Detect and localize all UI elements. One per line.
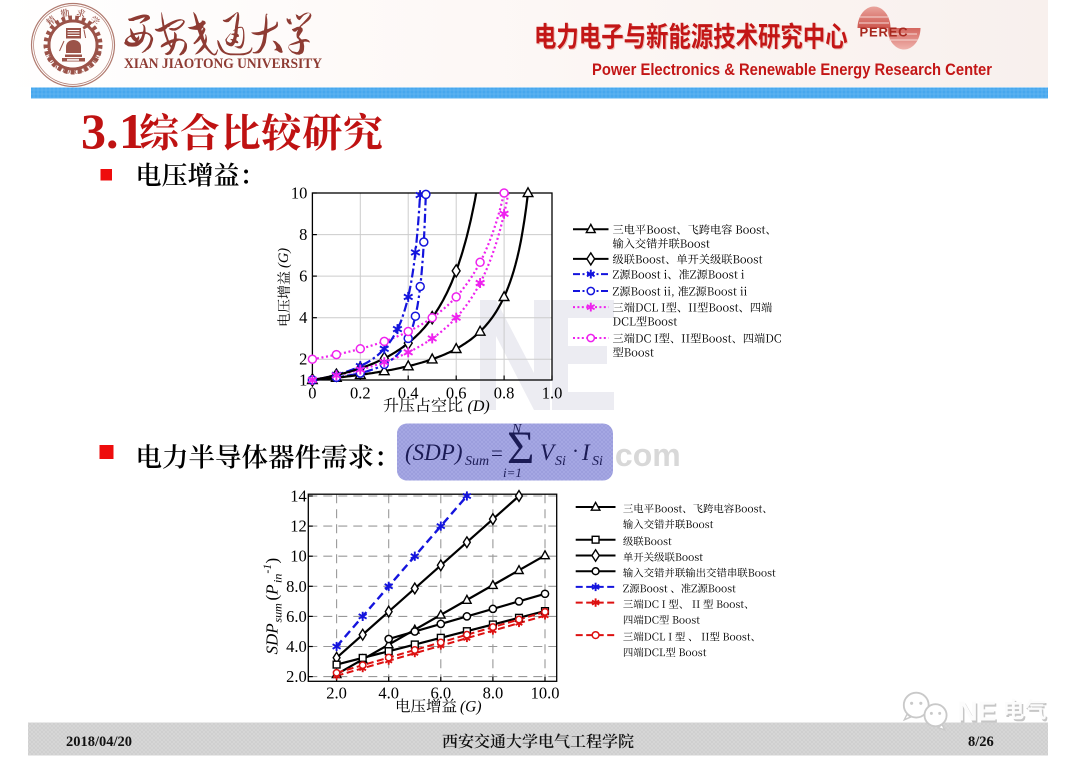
svg-text:2018/04/20: 2018/04/20 — [66, 734, 132, 750]
svg-text:2.0: 2.0 — [326, 684, 347, 703]
svg-text:6.0: 6.0 — [286, 607, 307, 626]
svg-text:Power Electronics & Renewable: Power Electronics & Renewable Energy Res… — [592, 60, 992, 79]
svg-text:I: I — [581, 440, 591, 465]
svg-text:8: 8 — [299, 225, 307, 244]
svg-text:1: 1 — [299, 371, 307, 390]
svg-text:2: 2 — [299, 350, 307, 369]
svg-text:0.2: 0.2 — [350, 384, 371, 403]
svg-text:1.0: 1.0 — [542, 384, 563, 403]
svg-text:-1: -1 — [262, 564, 274, 574]
svg-text:i=1: i=1 — [503, 465, 522, 480]
svg-text:14: 14 — [290, 487, 307, 506]
svg-text:3.: 3. — [81, 103, 119, 159]
svg-text:8/26: 8/26 — [968, 734, 994, 750]
svg-text:4.0: 4.0 — [286, 637, 307, 656]
svg-text:4.0: 4.0 — [378, 684, 399, 703]
svg-text:Sum: Sum — [465, 454, 489, 469]
svg-text:Σ: Σ — [507, 422, 534, 474]
svg-text:0.8: 0.8 — [494, 384, 515, 403]
svg-text:(P: (P — [263, 584, 282, 600]
svg-text:(G): (G) — [460, 699, 482, 716]
svg-text:·: · — [572, 439, 579, 463]
svg-text:8.0: 8.0 — [286, 577, 307, 596]
svg-text:N: N — [511, 422, 522, 437]
svg-text:.com: .com — [606, 437, 681, 473]
svg-text:Si: Si — [592, 454, 603, 469]
svg-text:8.0: 8.0 — [483, 684, 504, 703]
svg-text:12: 12 — [290, 517, 307, 536]
svg-text:XIAN JIAOTONG UNIVERSITY: XIAN JIAOTONG UNIVERSITY — [124, 56, 322, 72]
svg-text:4: 4 — [299, 308, 307, 327]
svg-text:SDP: SDP — [263, 623, 282, 654]
svg-text:(D): (D) — [468, 398, 490, 415]
svg-text:2.0: 2.0 — [286, 667, 307, 686]
svg-text:V: V — [540, 440, 557, 465]
svg-text:10.0: 10.0 — [531, 684, 560, 703]
svg-text:sum: sum — [271, 603, 285, 623]
svg-text:NE: NE — [959, 698, 998, 729]
svg-text:0.4: 0.4 — [398, 384, 419, 403]
svg-text:): ) — [263, 558, 282, 564]
svg-text:6.0: 6.0 — [430, 684, 451, 703]
svg-text:(SDP): (SDP) — [405, 440, 462, 465]
svg-text:10: 10 — [291, 184, 308, 203]
svg-text:0.6: 0.6 — [446, 384, 467, 403]
svg-text:Si: Si — [555, 454, 566, 469]
svg-text:PEREC: PEREC — [860, 25, 909, 40]
svg-text:0: 0 — [308, 384, 316, 403]
svg-text:=: = — [491, 441, 503, 465]
svg-text:in: in — [271, 574, 285, 583]
svg-text:1: 1 — [119, 103, 144, 159]
svg-text:6: 6 — [299, 267, 307, 286]
svg-text:(G): (G) — [276, 248, 292, 268]
svg-text:NE: NE — [958, 696, 997, 727]
svg-text:10: 10 — [290, 547, 307, 566]
